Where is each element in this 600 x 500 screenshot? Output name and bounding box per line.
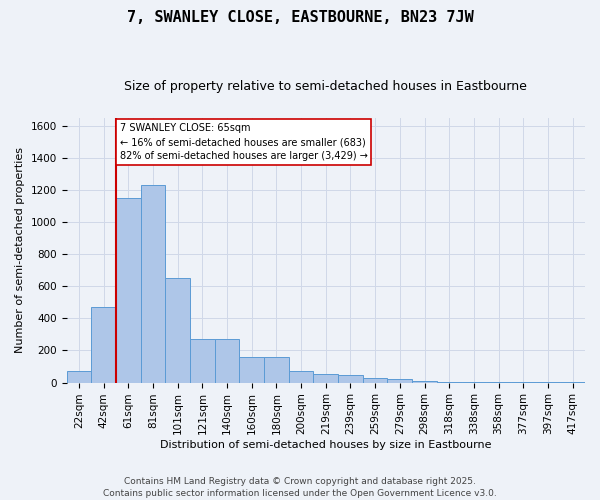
X-axis label: Distribution of semi-detached houses by size in Eastbourne: Distribution of semi-detached houses by …: [160, 440, 491, 450]
Text: Contains HM Land Registry data © Crown copyright and database right 2025.
Contai: Contains HM Land Registry data © Crown c…: [103, 476, 497, 498]
Bar: [67, 370, 91, 382]
Title: Size of property relative to semi-detached houses in Eastbourne: Size of property relative to semi-detach…: [124, 80, 527, 93]
Bar: [91, 307, 116, 382]
Text: 7 SWANLEY CLOSE: 65sqm
← 16% of semi-detached houses are smaller (683)
82% of se: 7 SWANLEY CLOSE: 65sqm ← 16% of semi-det…: [119, 123, 367, 161]
Bar: [289, 370, 313, 382]
Bar: [388, 380, 412, 382]
Bar: [140, 185, 165, 382]
Bar: [412, 381, 437, 382]
Bar: [338, 374, 363, 382]
Bar: [313, 374, 338, 382]
Bar: [363, 378, 388, 382]
Y-axis label: Number of semi-detached properties: Number of semi-detached properties: [15, 147, 25, 353]
Bar: [116, 198, 140, 382]
Bar: [264, 357, 289, 382]
Bar: [215, 340, 239, 382]
Bar: [239, 357, 264, 382]
Bar: [165, 278, 190, 382]
Bar: [190, 340, 215, 382]
Text: 7, SWANLEY CLOSE, EASTBOURNE, BN23 7JW: 7, SWANLEY CLOSE, EASTBOURNE, BN23 7JW: [127, 10, 473, 25]
